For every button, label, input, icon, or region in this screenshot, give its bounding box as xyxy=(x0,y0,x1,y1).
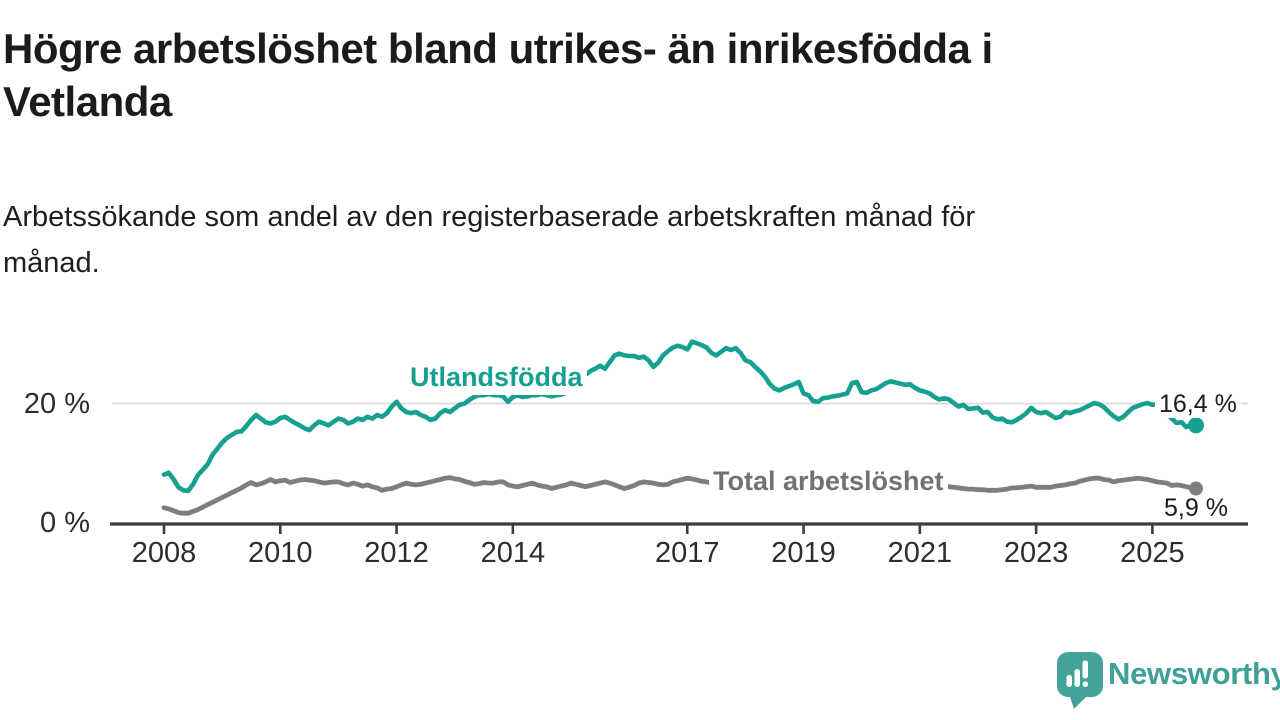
x-ticks xyxy=(162,524,1154,534)
logo-exclamation-bar xyxy=(1082,660,1088,679)
page-title: Högre arbetslöshet bland utrikes- än inr… xyxy=(3,22,1263,128)
end-dot-utlandsfodda xyxy=(1188,417,1204,434)
y-axis-label-20: 20 % xyxy=(23,388,90,420)
chart-subtitle-line1: Arbetssökande som andel av den registerb… xyxy=(3,201,976,233)
series-line-utlandsfodda xyxy=(161,339,1199,494)
end-value-label-total: 5,9 % xyxy=(1164,494,1228,522)
series-label-utlandsfodda: Utlandsfödda xyxy=(406,362,587,395)
logo-exclamation-dot xyxy=(1082,681,1088,687)
page-title-line1: Högre arbetslöshet bland utrikes- än inr… xyxy=(3,25,993,72)
y-axis-label-0: 0 % xyxy=(40,507,90,539)
series-label-total-arbetsloshet: Total arbetslöshet xyxy=(709,466,948,499)
chart-subtitle: Arbetssökande som andel av den registerb… xyxy=(3,194,1263,286)
end-dot-total xyxy=(1189,481,1203,496)
chart-subtitle-line2: månad. xyxy=(3,247,100,279)
logo-bar-small xyxy=(1066,675,1072,687)
logo-bar-medium xyxy=(1074,669,1080,687)
newsworthy-logo xyxy=(1057,652,1103,709)
speech-bubble-icon xyxy=(1057,652,1103,709)
end-value-label-utlandsfodda: 16,4 % xyxy=(1155,390,1241,418)
page-title-line2: Vetlanda xyxy=(3,78,172,125)
series-lines xyxy=(161,339,1199,516)
series-line-total-arbetsloshet xyxy=(161,475,1199,516)
brand-name: Newsworthy xyxy=(1108,656,1280,691)
